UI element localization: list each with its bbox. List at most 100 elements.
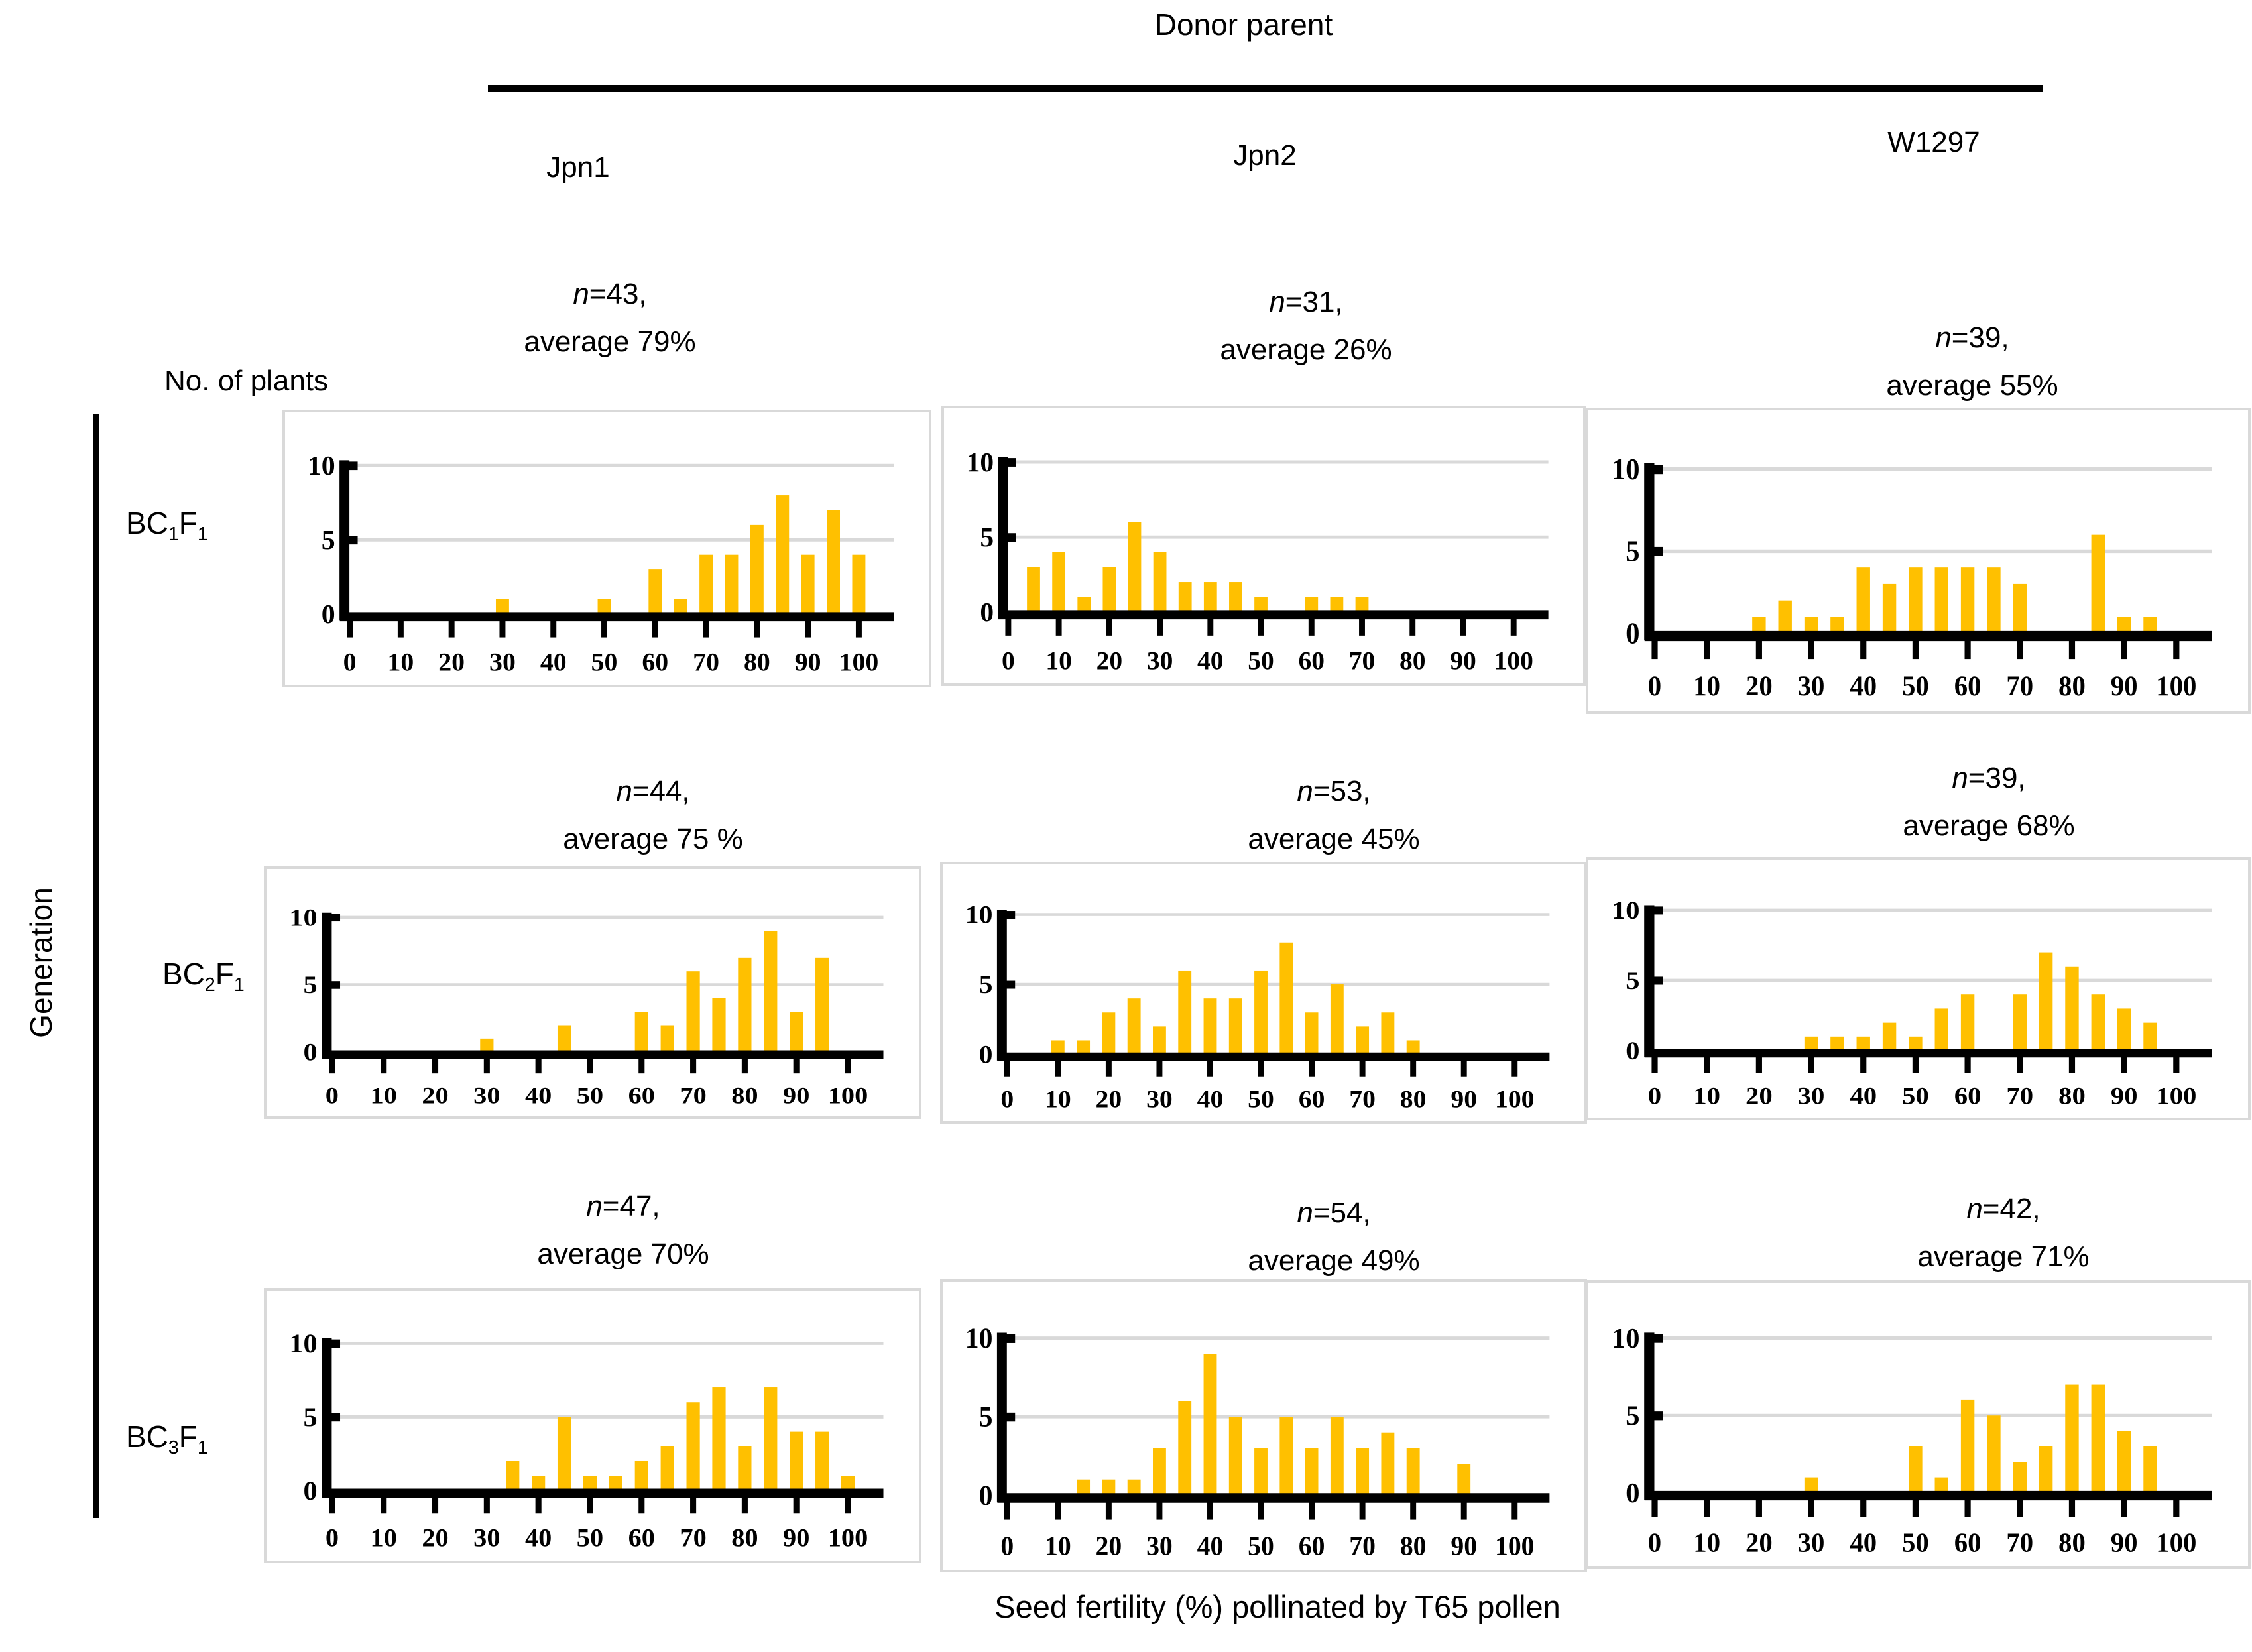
svg-text:10: 10 [289,904,317,931]
svg-text:20: 20 [1096,1531,1122,1561]
svg-text:10: 10 [1693,671,1720,702]
svg-text:40: 40 [540,648,567,677]
svg-text:0: 0 [304,1038,318,1066]
svg-text:60: 60 [1299,646,1325,675]
svg-text:30: 30 [1798,1528,1825,1558]
svg-text:10: 10 [965,1323,993,1354]
svg-text:0: 0 [1000,1531,1014,1561]
svg-text:10: 10 [1045,1087,1071,1113]
svg-text:10: 10 [289,1328,317,1358]
svg-text:40: 40 [525,1083,552,1109]
svg-text:30: 30 [1798,1083,1825,1110]
generation-axis-title: Generation [24,887,58,1038]
svg-text:5: 5 [1626,1401,1639,1432]
annotation-w1297-bc3f1: n=42, average 71% [1917,1193,2090,1273]
donor-parent-rule [488,85,2043,92]
svg-text:70: 70 [1349,1531,1376,1561]
svg-text:70: 70 [693,648,719,677]
svg-text:0: 0 [1648,1083,1661,1110]
svg-text:60: 60 [1954,1528,1982,1558]
svg-text:0: 0 [1626,1478,1639,1509]
svg-text:0: 0 [326,1083,339,1109]
svg-text:10: 10 [965,900,993,929]
svg-text:40: 40 [525,1523,552,1552]
svg-text:5: 5 [980,522,994,552]
svg-text:70: 70 [2006,1083,2033,1110]
svg-text:0: 0 [1626,1037,1639,1065]
svg-text:10: 10 [1612,453,1640,486]
svg-text:5: 5 [322,524,335,555]
svg-text:90: 90 [2111,671,2138,702]
annotation-w1297-bc2f1: n=39, average 68% [1903,762,2075,842]
column-label-w1297: W1297 [1887,126,1980,158]
svg-text:10: 10 [1612,1323,1640,1354]
svg-text:20: 20 [1096,1087,1122,1113]
svg-text:70: 70 [680,1083,706,1109]
svg-text:20: 20 [1746,1528,1773,1558]
svg-text:80: 80 [2058,1083,2086,1110]
svg-text:80: 80 [2058,671,2086,702]
svg-text:60: 60 [1954,671,1982,702]
svg-text:20: 20 [422,1083,448,1109]
svg-text:40: 40 [1850,671,1877,702]
svg-text:40: 40 [1197,646,1224,675]
histogram-w1297-bc2f1: 0 10 20 30 40 50 60 70 80 90 100 0 5 10 [1586,857,2251,1120]
svg-text:40: 40 [1197,1087,1224,1113]
svg-text:50: 50 [1902,1528,1929,1558]
svg-text:60: 60 [1954,1083,1982,1110]
svg-text:0: 0 [1000,1087,1014,1113]
svg-text:100: 100 [839,648,879,677]
svg-text:5: 5 [1626,967,1639,995]
svg-text:90: 90 [795,648,821,677]
svg-text:80: 80 [1400,1531,1427,1561]
y-axis-title: No. of plants [164,365,329,397]
annotation-jpn2-bc1f1: n=31, average 26% [1220,286,1392,366]
annotation-jpn1-bc3f1: n=47, average 70% [537,1190,709,1270]
svg-text:80: 80 [1400,1087,1427,1113]
annotation-jpn2-bc3f1: n=54, average 49% [1248,1197,1420,1277]
svg-text:10: 10 [371,1083,397,1109]
svg-text:30: 30 [473,1523,500,1552]
svg-text:100: 100 [2156,671,2196,702]
histogram-w1297-bc3f1: 0 10 20 30 40 50 60 70 80 90 100 0 5 10 [1586,1280,2251,1569]
svg-text:90: 90 [783,1523,809,1552]
svg-text:50: 50 [1902,671,1929,702]
svg-text:90: 90 [2111,1083,2138,1110]
annotation-w1297-bc1f1: n=39, average 55% [1886,322,2058,402]
svg-text:60: 60 [628,1083,655,1109]
svg-text:100: 100 [828,1083,868,1109]
histogram-jpn1-bc2f1: 0 10 20 30 40 50 60 70 80 90 100 0 5 10 [264,866,921,1119]
svg-text:50: 50 [1902,1083,1929,1110]
svg-text:100: 100 [1495,1087,1535,1113]
svg-text:0: 0 [326,1523,339,1552]
svg-text:50: 50 [591,648,618,677]
histogram-jpn1-bc1f1: 0 10 20 30 40 50 60 70 80 90 100 0 5 10 [282,410,931,687]
donor-parent-title: Donor parent [1154,7,1333,42]
svg-text:70: 70 [680,1523,706,1552]
svg-text:50: 50 [577,1083,603,1109]
svg-text:0: 0 [1002,646,1015,675]
svg-text:50: 50 [1248,1531,1274,1561]
svg-text:10: 10 [1045,1531,1071,1561]
svg-text:20: 20 [438,648,465,677]
svg-text:10: 10 [967,447,994,477]
svg-text:10: 10 [1045,646,1072,675]
svg-text:5: 5 [1626,534,1639,567]
svg-text:60: 60 [628,1523,655,1552]
svg-text:80: 80 [731,1083,758,1109]
histogram-w1297-bc1f1: 0 10 20 30 40 50 60 70 80 90 100 0 5 10 [1586,408,2251,714]
histogram-jpn2-bc3f1: 0 10 20 30 40 50 60 70 80 90 100 0 5 10 [940,1279,1587,1572]
svg-text:30: 30 [1146,1531,1173,1561]
svg-text:80: 80 [744,648,770,677]
svg-text:0: 0 [1648,1528,1661,1558]
svg-text:20: 20 [1746,671,1773,702]
row-label-bc2f1: BC2F1 [162,957,245,996]
svg-text:50: 50 [577,1523,603,1552]
row-label-bc1f1: BC1F1 [126,506,208,546]
svg-text:10: 10 [1612,896,1640,925]
svg-text:5: 5 [304,971,318,998]
svg-text:100: 100 [2156,1083,2196,1110]
svg-text:90: 90 [783,1083,809,1109]
svg-text:10: 10 [1693,1083,1720,1110]
